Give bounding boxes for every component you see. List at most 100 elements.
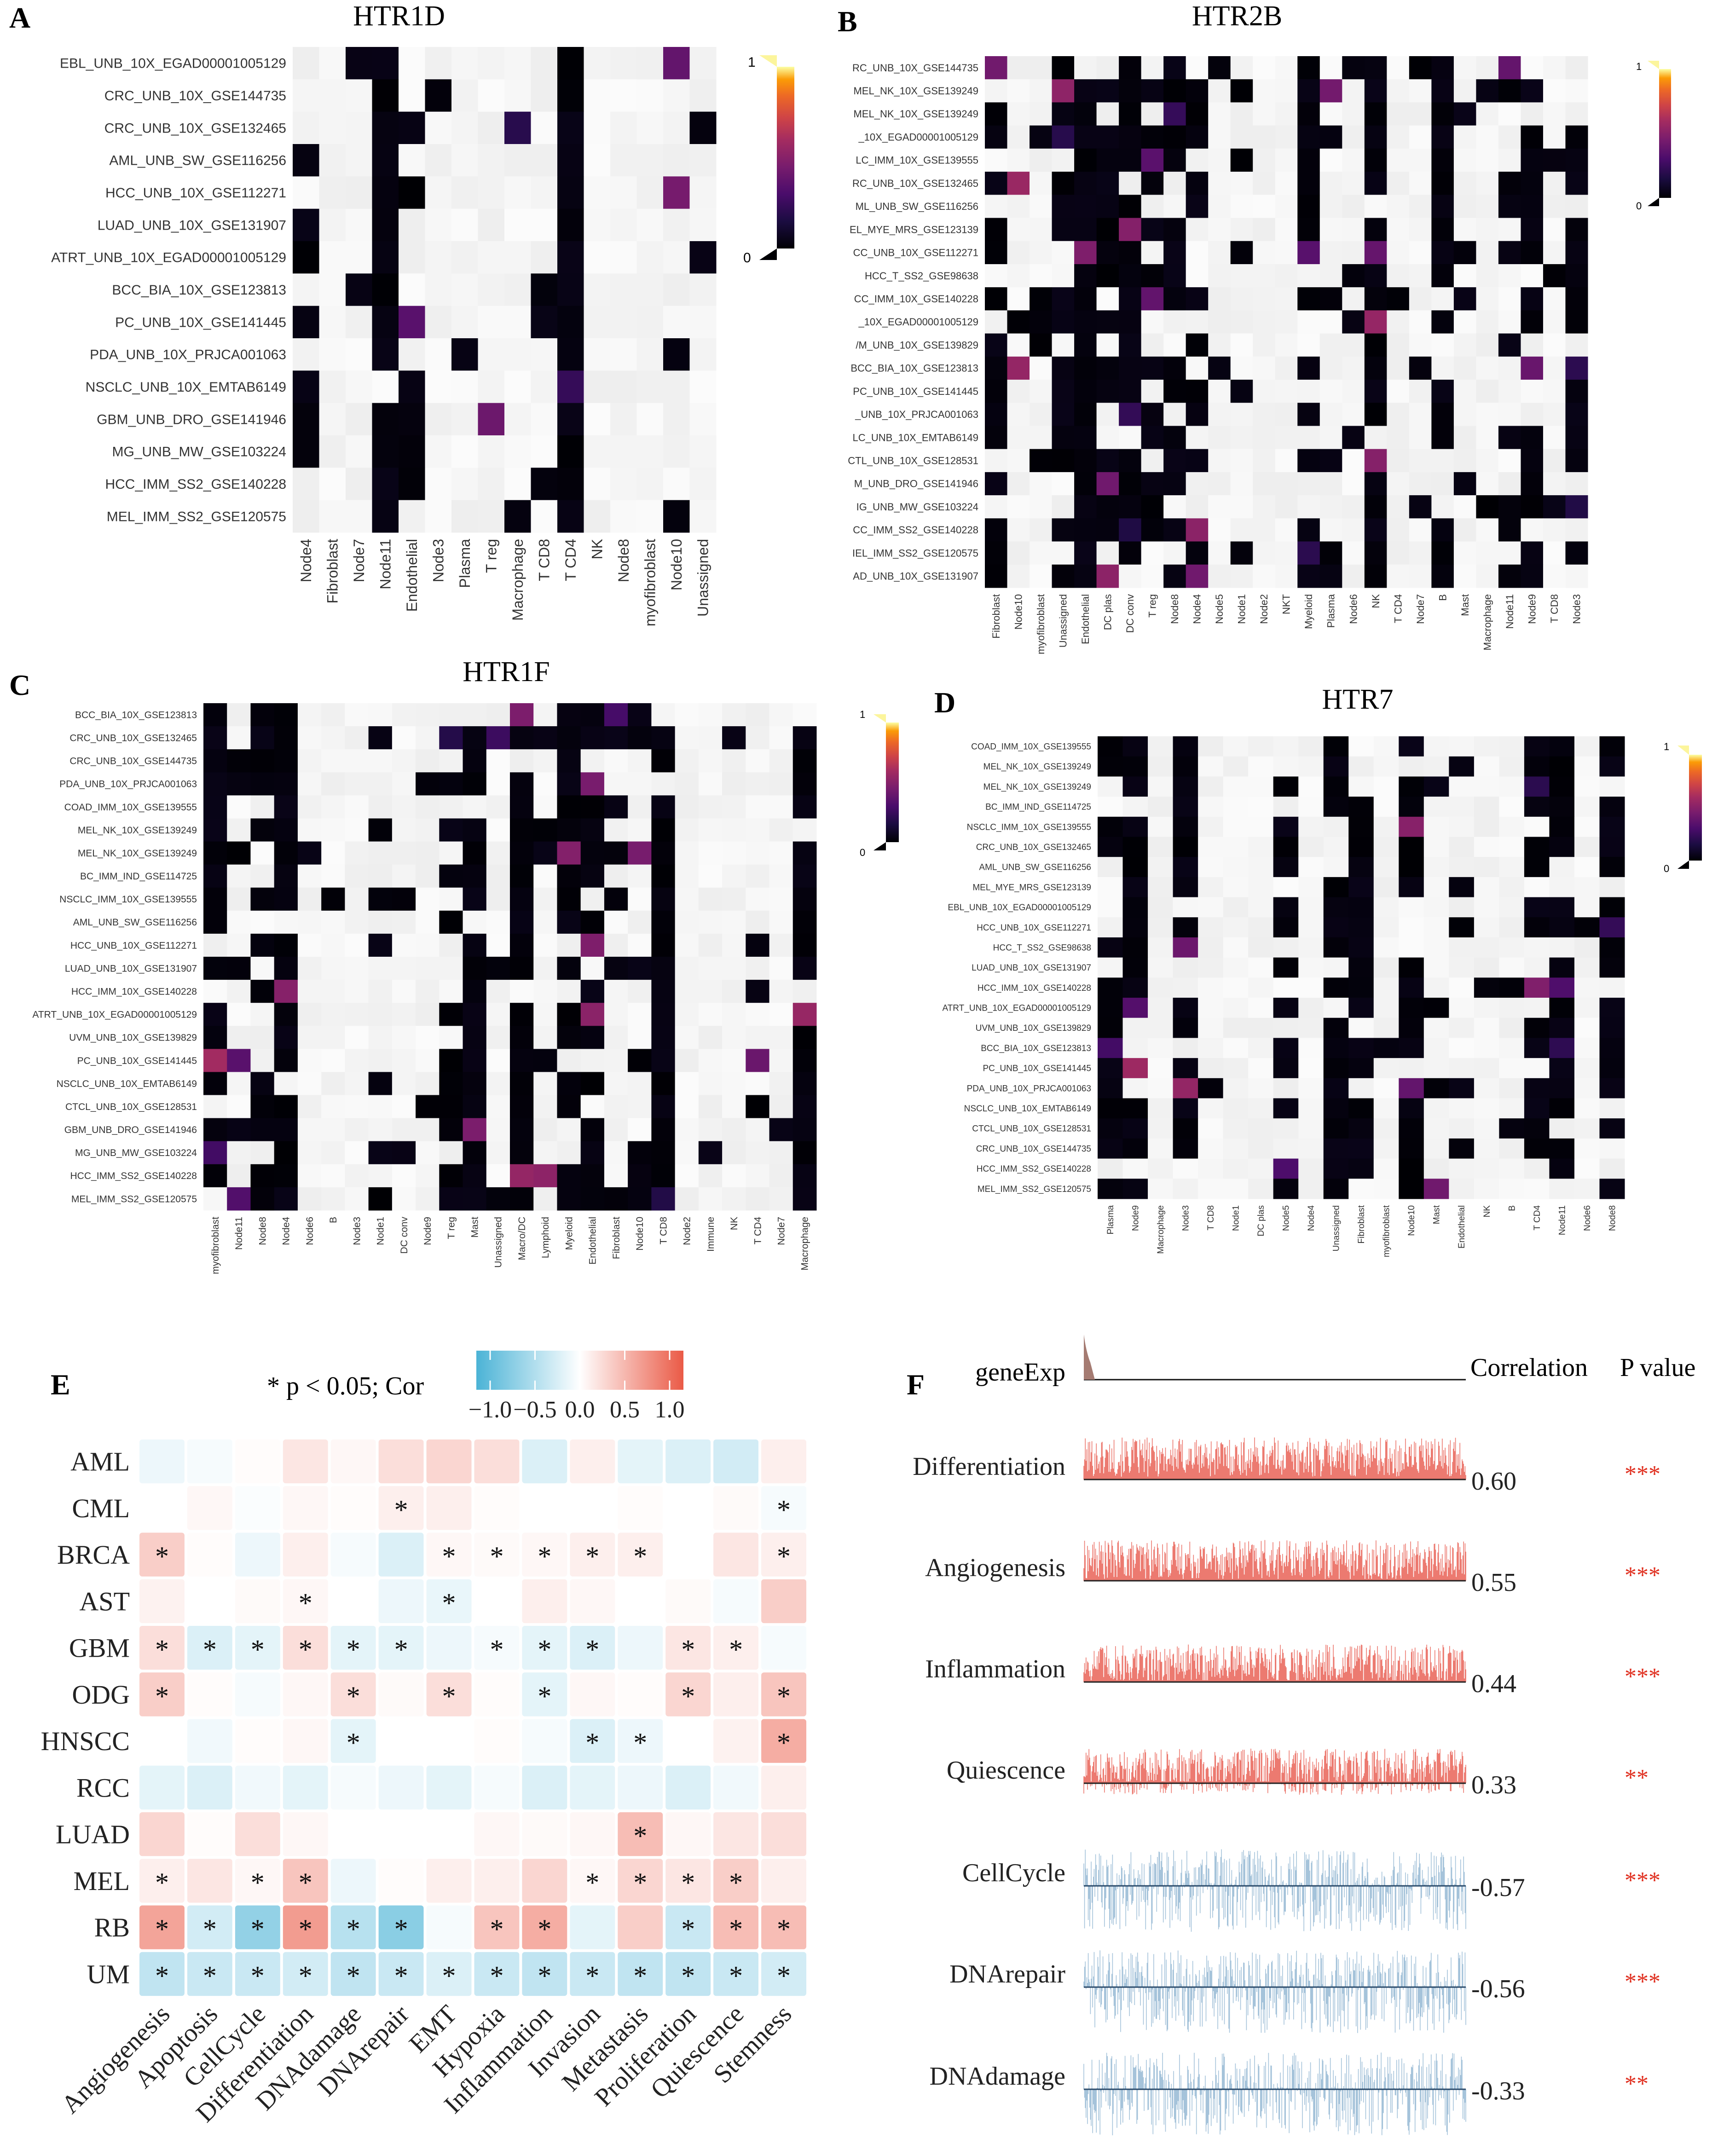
cell-htr7 xyxy=(1549,1058,1575,1079)
cell-htr7 xyxy=(1524,917,1550,938)
cell-htr2b xyxy=(1007,380,1030,403)
cell-htr2b xyxy=(1096,218,1119,242)
cell-htr7 xyxy=(1373,776,1399,797)
cell-htr1d xyxy=(610,370,637,404)
gene-exp-label: geneExp xyxy=(975,1358,1065,1387)
cell-htr1f xyxy=(675,957,699,980)
cell-htr1f xyxy=(746,1072,770,1096)
track-bars xyxy=(1083,1748,1466,1795)
cell-htr1f xyxy=(321,703,345,727)
row-label-htr2b: PC_UNB_10X_GSE141445 xyxy=(853,386,978,397)
cell-htr7 xyxy=(1373,1017,1399,1038)
cell-htr2b xyxy=(1342,287,1365,311)
significance-star: * xyxy=(777,1960,791,1991)
cell-htr7 xyxy=(1524,998,1550,1018)
cell-htr1f xyxy=(203,726,227,750)
cell-htr7 xyxy=(1599,1038,1625,1058)
panel-label-a: A xyxy=(9,1,30,34)
cell-htr2b xyxy=(1208,333,1231,357)
cell-htr7 xyxy=(1198,1118,1224,1139)
cell-htr1f xyxy=(510,1118,534,1142)
cell-htr1f xyxy=(769,1026,793,1049)
cell-htr2b xyxy=(1297,56,1320,80)
cell-htr1f xyxy=(769,1118,793,1142)
cell-htr7 xyxy=(1599,837,1625,857)
cell-htr7 xyxy=(1499,877,1525,898)
cell-htr2b xyxy=(1319,380,1342,403)
cell-htr1f xyxy=(651,772,676,796)
cell-htr1f xyxy=(439,1164,463,1188)
cell-htr2b xyxy=(1163,426,1186,450)
cell-htr1f xyxy=(792,864,817,888)
cell-htr7 xyxy=(1148,736,1174,757)
cell-htr2b xyxy=(1186,218,1209,242)
cell-htr2b xyxy=(1208,426,1231,450)
cell-htr1f xyxy=(463,1026,487,1049)
cell-htr1f xyxy=(368,726,393,750)
cell-htr7 xyxy=(1098,1078,1123,1099)
cell-htr1f xyxy=(250,795,275,819)
cell-htr7 xyxy=(1474,756,1499,777)
cell-htr7 xyxy=(1423,1179,1449,1199)
cell-htr2b xyxy=(1409,403,1432,426)
cell-htr7 xyxy=(1223,998,1249,1018)
row-label-htr1f: ATRT_UNB_10X_EGAD00001005129 xyxy=(32,1010,197,1020)
cell-htr2b xyxy=(1208,172,1231,195)
cell-htr1f xyxy=(675,910,699,934)
cell-htr7 xyxy=(1148,1058,1174,1079)
cell-htr7 xyxy=(1298,1118,1324,1139)
cell-htr2b xyxy=(1119,241,1142,265)
cell-htr2b xyxy=(1543,56,1566,80)
cell-htr2b xyxy=(1253,495,1276,519)
cell-htr7 xyxy=(1524,1118,1550,1139)
corr-cell xyxy=(618,1439,663,1484)
row-label-htr1f: HCC_UNB_10X_GSE112271 xyxy=(70,940,197,951)
cell-htr7 xyxy=(1449,977,1475,998)
col-label-htr7: Mast xyxy=(1432,1205,1442,1224)
cell-htr7 xyxy=(1223,756,1249,777)
cell-htr1f xyxy=(510,841,534,865)
cell-htr2b xyxy=(1096,380,1119,403)
cell-htr2b xyxy=(1319,403,1342,426)
corr-cell xyxy=(378,1579,424,1624)
cell-htr7 xyxy=(1173,857,1198,878)
cell-htr1f xyxy=(722,933,746,957)
cell-htr7 xyxy=(1549,1078,1575,1099)
significance-star: * xyxy=(347,1960,360,1991)
cell-htr1d xyxy=(584,273,611,306)
cell-htr7 xyxy=(1574,897,1600,918)
colorbar-gradient-htr1d xyxy=(777,67,794,249)
cell-htr1f xyxy=(297,933,322,957)
cell-htr2b xyxy=(985,472,1008,496)
cell-htr2b xyxy=(1409,472,1432,496)
col-label-htr1f: Mast xyxy=(470,1217,480,1238)
corr-cell xyxy=(235,1952,280,1996)
cell-htr7 xyxy=(1549,797,1575,817)
cell-htr7 xyxy=(1148,797,1174,817)
cell-htr1f xyxy=(463,887,487,911)
cell-htr7 xyxy=(1148,897,1174,918)
cell-htr7 xyxy=(1223,816,1249,837)
cell-htr1f xyxy=(416,957,440,980)
cell-htr2b xyxy=(1498,541,1521,565)
cell-htr7 xyxy=(1549,1017,1575,1038)
cell-htr1d xyxy=(689,435,717,468)
cell-htr7 xyxy=(1298,837,1324,857)
cell-htr1d xyxy=(478,208,505,242)
col-label-htr2b: Node11 xyxy=(1504,594,1516,629)
col-label-htr1f: Macro/DC xyxy=(517,1217,527,1260)
cell-htr7 xyxy=(1399,897,1424,918)
cell-htr1f xyxy=(769,1072,793,1096)
cell-htr7 xyxy=(1499,736,1525,757)
cell-htr2b xyxy=(1074,79,1097,103)
corr-cell xyxy=(761,1532,806,1577)
row-label-htr7: ATRT_UNB_10X_EGAD00001005129 xyxy=(942,1004,1091,1013)
signature-track: CellCycle-0.57 *** xyxy=(962,1849,1660,1932)
cell-htr1d xyxy=(663,338,690,371)
cell-htr1f xyxy=(651,1187,676,1211)
cell-htr2b xyxy=(1163,172,1186,195)
cell-htr2b xyxy=(1387,287,1410,311)
cell-htr2b xyxy=(1387,218,1410,242)
corr-cell xyxy=(283,1905,328,1949)
cell-htr2b xyxy=(1431,495,1454,519)
